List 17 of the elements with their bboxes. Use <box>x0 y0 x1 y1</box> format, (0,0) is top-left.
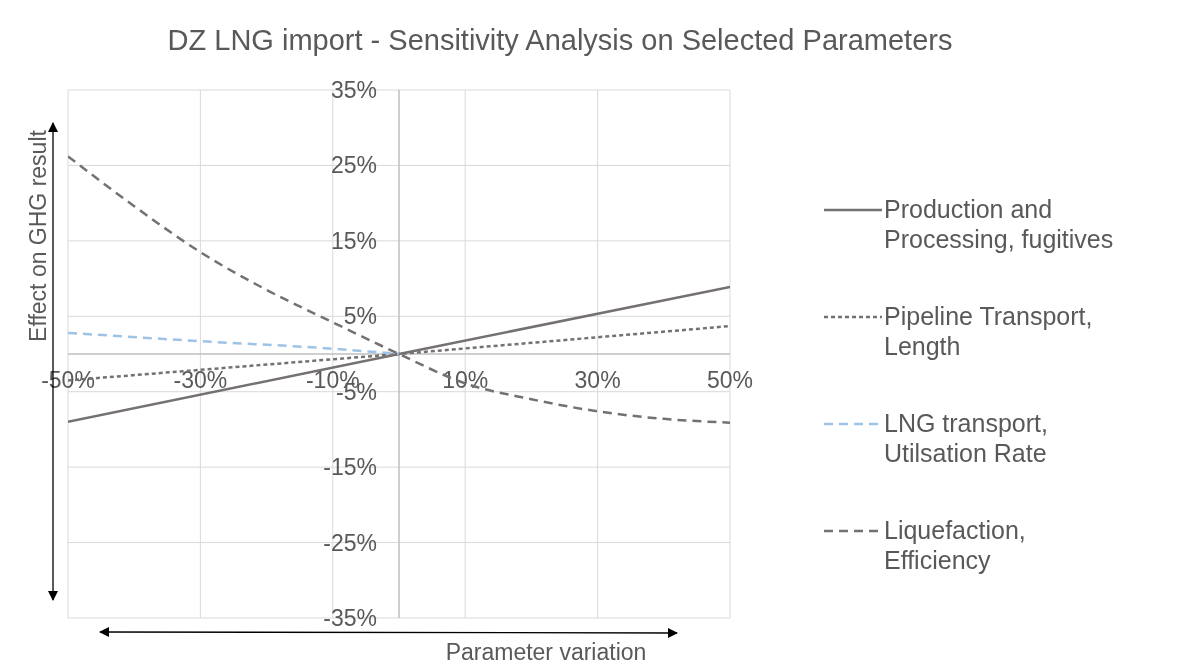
legend-label: Pipeline Transport, Length <box>884 301 1094 361</box>
x-tick-label: 50% <box>706 367 754 393</box>
y-tick-label: 25% <box>330 152 377 179</box>
y-axis-title: Effect on GHG result <box>25 129 51 342</box>
y-tick-label: -35% <box>323 605 377 631</box>
y-tick-label: 15% <box>330 227 377 254</box>
x-tick-label: -30% <box>173 367 228 393</box>
y-tick-label: -15% <box>323 454 377 481</box>
chart-title: DZ LNG import - Sensitivity Analysis on Selected Parameters <box>166 24 954 57</box>
legend-label: Liquefaction, Efficiency <box>884 515 1027 575</box>
x-axis-title: Parameter variation <box>445 639 647 665</box>
legend-label: Production and Processing, fugitives <box>884 194 1115 254</box>
y-tick-label: 35% <box>330 77 377 103</box>
legend-label: LNG transport, Utilsation Rate <box>884 408 1049 468</box>
y-tick-label: -25% <box>323 529 377 556</box>
x-tick-label: 30% <box>574 367 621 393</box>
y-tick-label: 5% <box>343 303 377 330</box>
